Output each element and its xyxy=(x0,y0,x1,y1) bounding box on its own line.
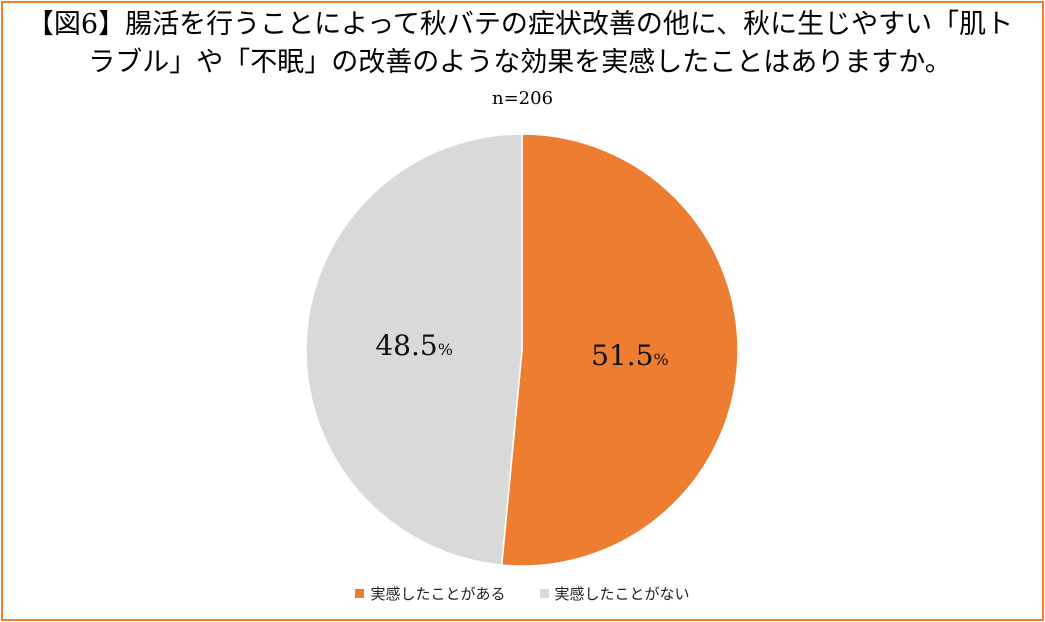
chart-title: 【図6】腸活を行うことによって秋バテの症状改善の他に、秋に生じやすい「肌ト ラブ… xyxy=(20,6,1020,82)
legend-item-not-experienced: 実感したことがない xyxy=(539,583,690,604)
chart-title-line-1: 【図6】腸活を行うことによって秋バテの症状改善の他に、秋に生じやすい「肌ト xyxy=(26,9,1014,40)
legend-item-experienced: 実感したことがある xyxy=(355,583,506,604)
legend-label-experienced: 実感したことがある xyxy=(370,585,506,603)
legend-label-not-experienced: 実感したことがない xyxy=(554,585,690,603)
legend-swatch-experienced xyxy=(355,589,365,598)
data-label-experienced: 51.5% xyxy=(591,339,669,372)
pie-slice-not-experienced xyxy=(305,133,523,566)
pie-labels: 51.5% 48.5% xyxy=(375,329,668,372)
chart-title-line-2: ラブル」や「不眠」の改善のような効果を実感したことはありますか。 xyxy=(88,47,952,78)
legend-swatch-not-experienced xyxy=(539,589,549,598)
sample-size-label: n=206 xyxy=(491,88,554,109)
data-label-not-experienced: 48.5% xyxy=(375,329,453,362)
legend: 実感したことがある 実感したことがない xyxy=(0,583,1045,604)
pie-slice-experienced xyxy=(500,133,739,567)
pie-slices xyxy=(305,133,739,567)
